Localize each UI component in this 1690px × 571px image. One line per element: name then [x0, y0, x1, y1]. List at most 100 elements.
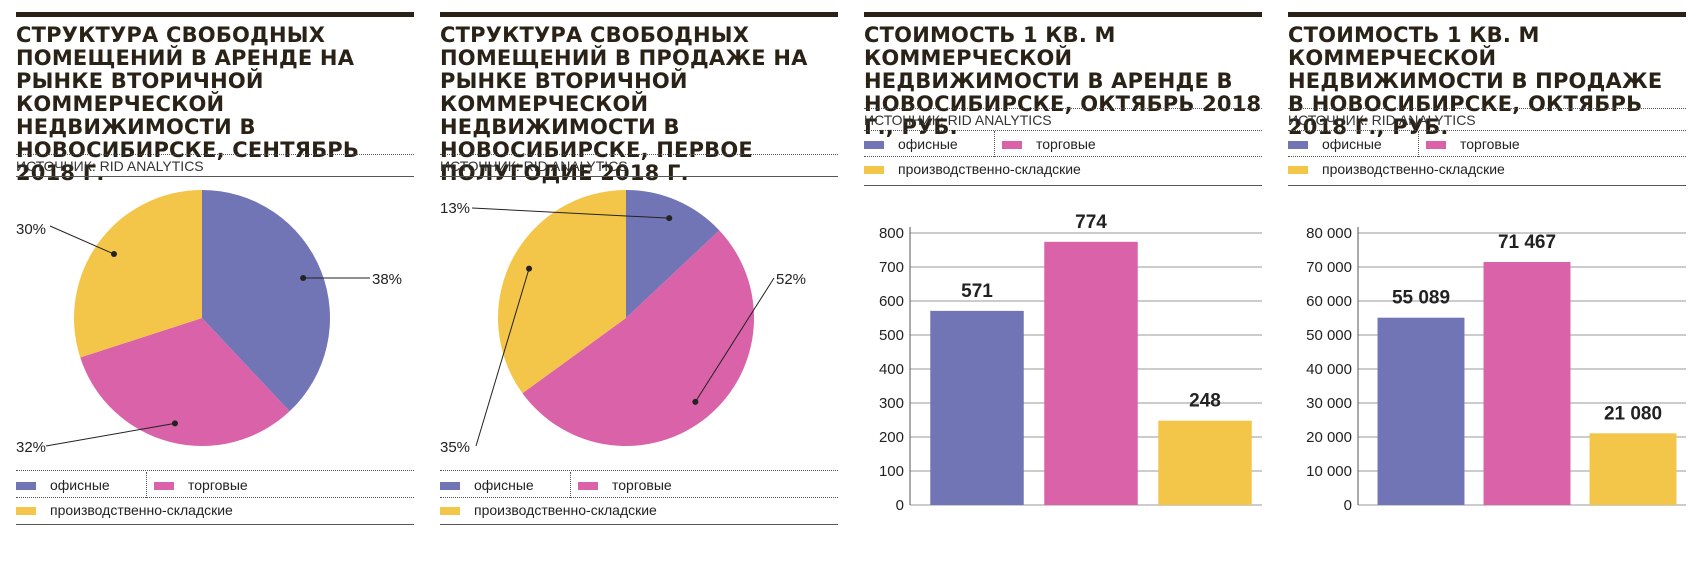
y-tick-label: 70 000: [1306, 259, 1352, 276]
pie-label-industrial: 30%: [16, 221, 46, 238]
data-label-office: 571: [961, 281, 993, 302]
leader-dot: [110, 251, 117, 258]
pie-label-retail: 52%: [776, 271, 806, 288]
data-label-industrial: 21 080: [1604, 403, 1662, 424]
data-label-retail: 71 467: [1498, 232, 1556, 253]
pie-chart: 38% 32% 30%: [16, 190, 402, 456]
pie-slice-retail: [522, 230, 755, 447]
leader-dot: [171, 420, 178, 427]
divider: [16, 154, 414, 155]
divider: [864, 156, 1262, 157]
leader-dot: [666, 215, 673, 222]
legend-separator: [146, 472, 147, 498]
legend-label: торговые: [1036, 136, 1096, 152]
data-label-industrial: 248: [1189, 391, 1221, 412]
leader-dot: [300, 274, 307, 281]
divider: [440, 470, 838, 471]
legend-label: торговые: [188, 477, 248, 493]
chart-panel-3: Стоимость 1 кв. м коммерческой недвижимо…: [864, 12, 1262, 567]
chart-title: Структура свободных помещений в продаже …: [440, 23, 808, 185]
leader-line: [694, 277, 775, 403]
chart-panel-1: Структура свободных помещений в аренде н…: [16, 12, 414, 567]
legend-swatch-industrial: [16, 507, 36, 515]
pie-slice-office: [626, 190, 720, 318]
bar-office: [1377, 317, 1465, 505]
data-label-retail: 774: [1075, 212, 1107, 233]
chart-panel-4: Стоимость 1 кв. м коммерческой недвижимо…: [1288, 12, 1686, 567]
chart-title: Структура свободных помещений в аренде н…: [16, 23, 360, 185]
pie-slice-industrial: [498, 190, 626, 394]
y-tick-label: 600: [879, 293, 904, 310]
divider: [864, 130, 1262, 131]
legend-swatch-retail: [154, 482, 174, 490]
legend: офисные торговые производственно-складск…: [16, 472, 414, 524]
chart-title: Стоимость 1 кв. м коммерческой недвижимо…: [1288, 23, 1663, 139]
y-tick-label: 700: [879, 259, 904, 276]
legend-swatch-retail: [1002, 141, 1022, 149]
leader-line: [49, 225, 115, 255]
divider: [864, 185, 1262, 186]
y-tick-label: 500: [879, 327, 904, 344]
divider: [440, 524, 838, 525]
y-tick-label: 0: [1344, 497, 1352, 514]
pie-chart: 13% 52% 35%: [440, 190, 806, 456]
divider: [864, 108, 1262, 109]
legend-label: торговые: [612, 477, 672, 493]
legend-label: производственно-складские: [474, 502, 657, 518]
divider: [1288, 156, 1686, 157]
legend-label: офисные: [474, 477, 534, 493]
legend: офисные торговые производственно-складск…: [1288, 131, 1686, 183]
top-bar: [16, 12, 414, 17]
divider: [1288, 108, 1686, 109]
y-tick-label: 100: [879, 463, 904, 480]
bar-chart: 0 100 200 300 400 500 600 700 800 571 774 248: [879, 212, 1262, 514]
leader-line: [45, 422, 176, 447]
legend-label: производственно-складские: [1322, 161, 1505, 177]
bar-industrial: [1158, 420, 1252, 505]
legend-swatch-retail: [1426, 141, 1446, 149]
legend-swatch-industrial: [440, 507, 460, 515]
bar-office: [930, 310, 1024, 505]
y-tick-label: 20 000: [1306, 429, 1352, 446]
pie-label-retail: 32%: [16, 439, 46, 456]
y-tick-label: 40 000: [1306, 361, 1352, 378]
y-tick-label: 80 000: [1306, 225, 1352, 242]
divider: [1288, 130, 1686, 131]
y-tick-label: 200: [879, 429, 904, 446]
divider: [16, 470, 414, 471]
leader-dot: [526, 265, 533, 272]
source-text: ИСТОЧНИК: RID ANALYTICS: [864, 112, 1052, 128]
legend-label: производственно-складские: [50, 502, 233, 518]
legend-separator: [994, 131, 995, 157]
divider: [440, 154, 838, 155]
pie-label-industrial: 35%: [440, 439, 470, 456]
divider: [16, 497, 414, 498]
bar-retail: [1044, 241, 1138, 505]
top-bar: [1288, 12, 1686, 17]
legend-label: торговые: [1460, 136, 1520, 152]
bar-chart: 0 10 000 20 000 30 000 40 000 50 000 60 000 70 …: [1306, 225, 1686, 514]
legend: офисные торговые производственно-складск…: [440, 472, 838, 524]
top-bar: [864, 12, 1262, 17]
y-tick-label: 30 000: [1306, 395, 1352, 412]
source-text: ИСТОЧНИК: RID ANALYTICS: [440, 158, 628, 174]
bar-industrial: [1589, 433, 1677, 505]
y-tick-label: 10 000: [1306, 463, 1352, 480]
legend-swatch-industrial: [864, 166, 884, 174]
legend: офисные торговые производственно-складск…: [864, 131, 1262, 183]
legend-swatch-retail: [578, 482, 598, 490]
legend-separator: [570, 472, 571, 498]
divider: [440, 176, 838, 177]
y-tick-label: 60 000: [1306, 293, 1352, 310]
divider: [1288, 185, 1686, 186]
legend-swatch-industrial: [1288, 166, 1308, 174]
data-label-office: 55 089: [1392, 288, 1450, 309]
leader-line: [471, 207, 670, 219]
bar-retail: [1483, 262, 1571, 505]
divider: [16, 176, 414, 177]
leader-dot: [692, 398, 699, 405]
top-bar: [440, 12, 838, 17]
y-tick-label: 800: [879, 225, 904, 242]
legend-label: офисные: [898, 136, 958, 152]
y-tick-label: 400: [879, 361, 904, 378]
